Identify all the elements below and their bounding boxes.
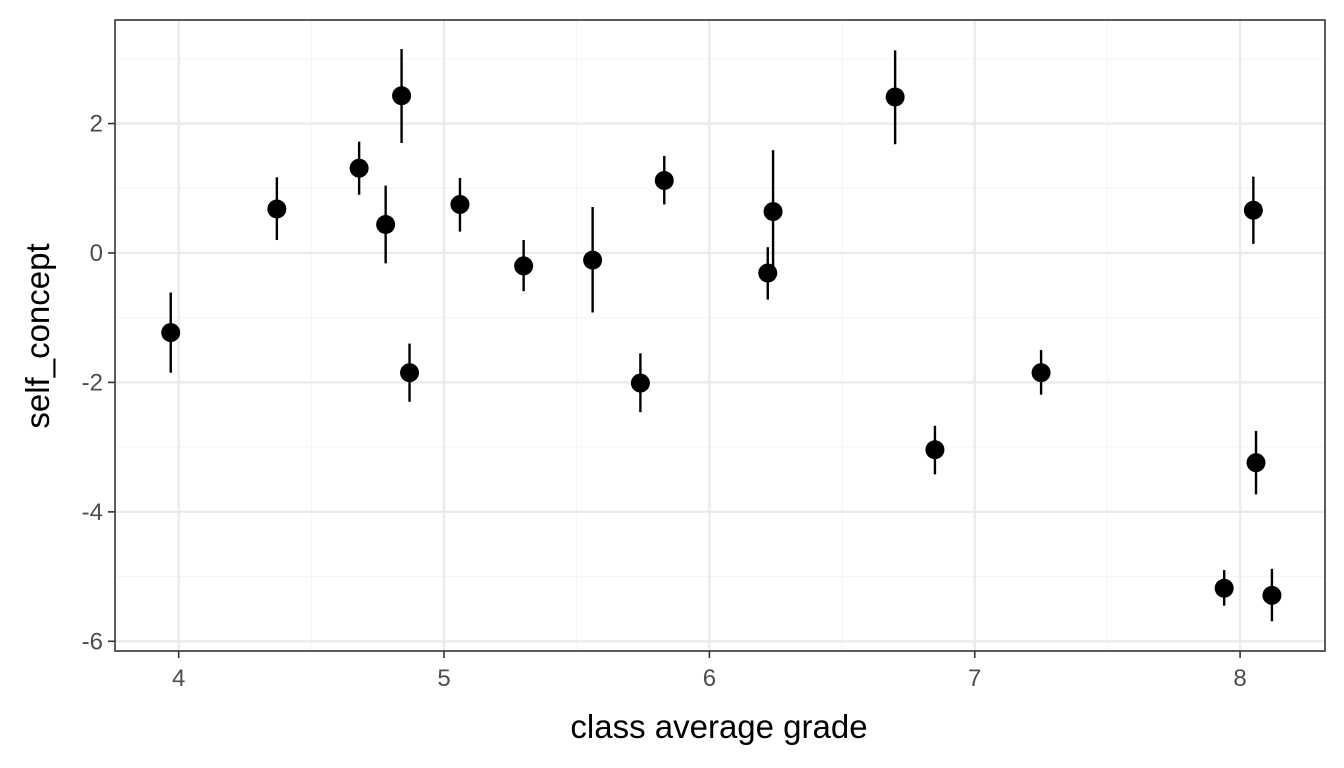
y-tick-label: -6 [82, 628, 103, 655]
data-points [161, 86, 1282, 605]
minor-gridlines [115, 20, 1325, 651]
y-axis-ticks [108, 122, 115, 643]
data-point [376, 215, 396, 235]
data-point [1214, 578, 1234, 598]
x-axis-ticks [177, 651, 1241, 658]
data-point [392, 86, 412, 106]
y-tick-label: -2 [82, 369, 103, 396]
data-point [1262, 585, 1282, 605]
data-point [267, 199, 287, 219]
data-point [763, 202, 783, 222]
data-point [1243, 200, 1263, 220]
x-axis-title: class average grade [570, 708, 867, 745]
y-tick-label: 0 [90, 240, 103, 267]
y-tick-label: 2 [90, 111, 103, 138]
y-axis-tick-labels: -6 -4 -2 0 2 [82, 111, 103, 656]
data-point [583, 250, 603, 270]
data-point [1031, 363, 1051, 383]
data-point [1246, 453, 1266, 473]
x-tick-label: 5 [437, 665, 450, 692]
data-point [925, 440, 945, 460]
x-tick-label: 7 [968, 665, 981, 692]
data-point [885, 87, 905, 107]
data-point [349, 158, 369, 178]
panel-border [114, 19, 1326, 652]
y-tick-label: -4 [82, 499, 103, 526]
x-tick-label: 4 [172, 665, 185, 692]
data-point [758, 263, 778, 283]
y-axis-title: self_concept [19, 243, 56, 428]
data-point [400, 363, 420, 383]
data-point [514, 256, 534, 276]
x-tick-label: 8 [1233, 665, 1246, 692]
data-point [654, 171, 674, 191]
major-gridlines [115, 20, 1325, 651]
data-point [450, 194, 470, 214]
x-axis-tick-labels: 4 5 6 7 8 [172, 665, 1247, 692]
data-point [161, 323, 181, 343]
data-point [630, 373, 650, 393]
x-tick-label: 6 [703, 665, 716, 692]
